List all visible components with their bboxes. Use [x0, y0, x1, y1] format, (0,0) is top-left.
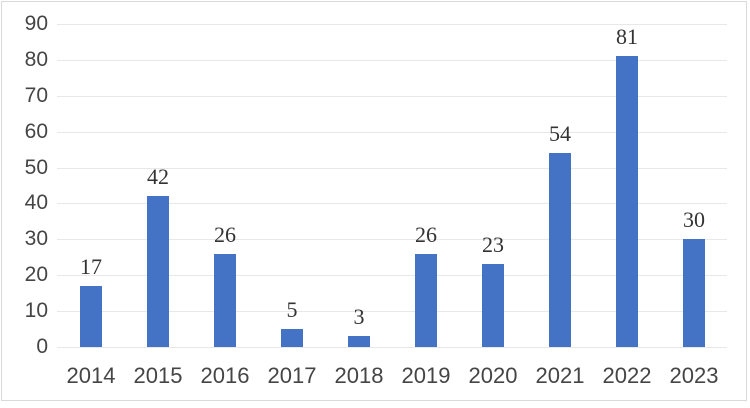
bar-value-label: 3	[353, 304, 365, 329]
x-tick-label: 2017	[267, 363, 317, 388]
bar-2022	[616, 56, 638, 347]
gridline	[57, 96, 727, 97]
x-tick-label: 2023	[669, 363, 719, 388]
bar-value-label: 54	[549, 121, 571, 146]
y-tick-label: 60	[24, 120, 48, 143]
x-tick-label: 2014	[66, 363, 116, 388]
gridline	[57, 275, 727, 276]
bar-2014	[80, 286, 102, 347]
bar-2023	[683, 239, 705, 347]
y-tick-label: 70	[24, 84, 48, 107]
bar-2017	[281, 329, 303, 347]
gridline	[57, 60, 727, 61]
x-tick-label: 2022	[602, 363, 652, 388]
y-tick-label: 40	[24, 191, 48, 214]
x-tick-label: 2015	[133, 363, 183, 388]
bar-value-label: 5	[286, 297, 298, 322]
bar-value-label: 17	[80, 254, 102, 279]
y-tick-label: 20	[24, 263, 48, 286]
y-tick-label: 90	[24, 12, 48, 35]
x-tick-label: 2021	[535, 363, 585, 388]
x-tick-label: 2016	[200, 363, 250, 388]
x-tick-label: 2019	[401, 363, 451, 388]
bar-2020	[482, 264, 504, 347]
gridline	[57, 132, 727, 133]
bar-value-label: 23	[482, 232, 504, 257]
bar-value-label: 26	[214, 222, 236, 247]
bar-2016	[214, 254, 236, 347]
bar-2015	[147, 196, 169, 347]
x-tick-label: 2018	[334, 363, 384, 388]
y-tick-label: 80	[24, 48, 48, 71]
bar-value-label: 30	[683, 207, 705, 232]
y-tick-label: 30	[24, 227, 48, 250]
gridline	[57, 168, 727, 169]
gridline	[57, 24, 727, 25]
gridline	[57, 203, 727, 204]
bar-value-label: 42	[147, 164, 169, 189]
bar-value-label: 81	[616, 24, 638, 49]
bar-2018	[348, 336, 370, 347]
bar-value-label: 26	[415, 222, 437, 247]
gridline	[57, 347, 727, 348]
gridline	[57, 239, 727, 240]
x-tick-label: 2020	[468, 363, 518, 388]
gridline	[57, 311, 727, 312]
y-tick-label: 50	[24, 156, 48, 179]
bar-2019	[415, 254, 437, 347]
y-tick-label: 0	[36, 335, 48, 358]
y-tick-label: 10	[24, 299, 48, 322]
bar-2021	[549, 153, 571, 347]
